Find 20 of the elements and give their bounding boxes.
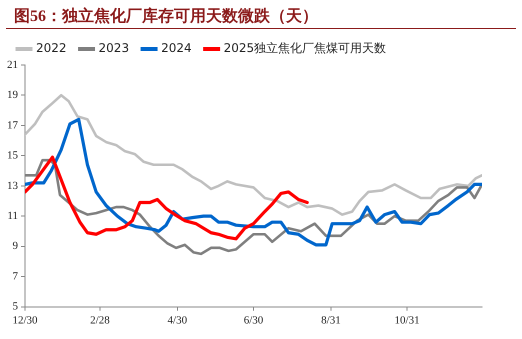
y-tick-label: 7 — [12, 270, 18, 282]
legend-label: 2023 — [98, 41, 130, 56]
y-tick-label: 19 — [7, 89, 18, 102]
legend-label: 2024 — [161, 41, 192, 56]
chart-title: 图56：独立焦化厂库存可用天数微跌（天） — [6, 0, 516, 29]
x-tick-label: 2/28 — [90, 314, 110, 326]
y-tick-label: 15 — [7, 150, 18, 162]
y-tick-label: 5 — [12, 300, 18, 313]
y-tick-label: 13 — [7, 180, 18, 192]
y-tick-label: 21 — [7, 58, 18, 71]
x-tick-label: 10/31 — [394, 314, 420, 326]
y-tick-label: 11 — [7, 210, 18, 222]
x-tick-label: 8/31 — [321, 314, 341, 326]
y-tick-label: 17 — [7, 119, 18, 132]
x-tick-label: 4/30 — [168, 314, 188, 326]
legend-label: 2025独立焦化厂焦煤可用天数 — [224, 41, 386, 56]
legend-label: 2022 — [36, 41, 67, 56]
x-tick-label: 6/30 — [244, 314, 264, 326]
x-tick-label: 12/30 — [12, 314, 38, 326]
y-tick-label: 9 — [12, 240, 18, 252]
